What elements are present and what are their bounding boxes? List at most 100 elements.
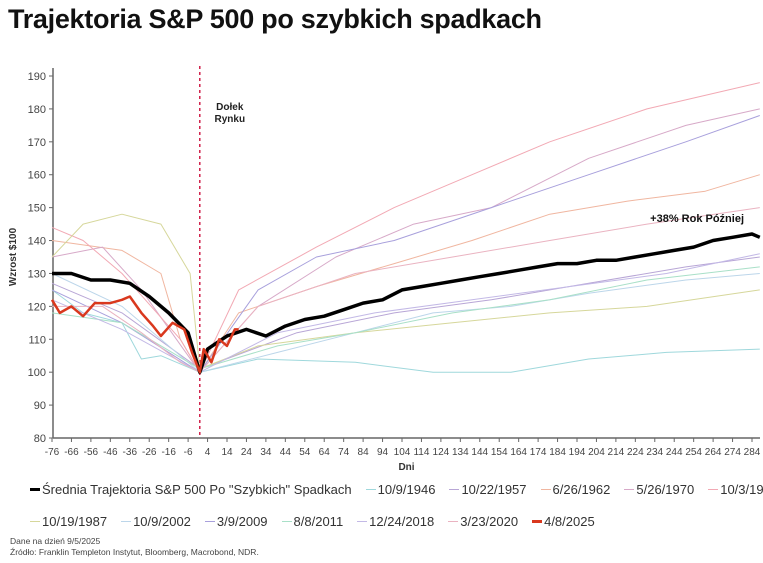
series-line-5-26-1970 [51, 108, 760, 373]
date-note: Dane na dzień 9/5/2025 [10, 536, 101, 546]
x-tick-label: 124 [433, 447, 450, 458]
legend-swatch [448, 520, 459, 523]
legend-swatch [708, 488, 719, 491]
x-tick-label: -16 [161, 447, 176, 458]
market-bottom-annotation: Rynku [214, 114, 245, 125]
legend-item: 4/8/2025 [532, 514, 595, 529]
y-tick-label: 80 [34, 433, 46, 445]
legend-label: 10/9/1946 [377, 482, 436, 497]
legend-label: 10/19/1987 [42, 514, 108, 529]
x-tick-label: 284 [744, 447, 761, 458]
x-tick-label: 14 [221, 447, 233, 458]
x-tick-label: 84 [358, 447, 370, 458]
x-tick-label: 34 [260, 447, 272, 458]
x-tick-label: -76 [45, 447, 60, 458]
series-line-10-9-2002 [51, 273, 760, 373]
legend-label: 10/22/1957 [461, 482, 527, 497]
legend-label: 5/26/1970 [636, 482, 695, 497]
x-tick-label: 114 [413, 447, 429, 458]
legend-item: 5/26/1970 [624, 482, 694, 497]
legend-label: 3/9/2009 [216, 514, 268, 529]
y-tick-label: 150 [28, 203, 46, 215]
legend-swatch [624, 488, 635, 491]
x-tick-label: 154 [491, 447, 508, 458]
legend-item: 10/9/1946 [365, 482, 436, 497]
series-line-3-23-2020 [52, 207, 760, 373]
x-tick-label: 184 [549, 447, 566, 458]
series-line-10-3-1974 [51, 82, 760, 373]
x-tick-label: 234 [646, 447, 663, 458]
legend-label: 8/8/2011 [293, 514, 344, 529]
legend-item: 12/24/2018 [357, 514, 434, 529]
x-tick-label: -66 [64, 447, 79, 458]
x-tick-label: 94 [377, 447, 389, 458]
legend-item: 10/9/2002 [121, 514, 191, 529]
x-tick-label: 64 [319, 447, 331, 458]
series-line-4-8-2025 [50, 295, 239, 374]
y-tick-label: 130 [28, 268, 46, 280]
legend-item: 10/3/1974 [708, 482, 763, 497]
y-tick-label: 90 [34, 400, 46, 412]
x-tick-label: 244 [666, 447, 683, 458]
x-tick-label: 104 [394, 447, 411, 458]
x-tick-label: 44 [280, 447, 292, 458]
x-tick-label: 164 [510, 447, 527, 458]
legend-label: 10/9/2002 [133, 514, 191, 529]
x-tick-label: -56 [84, 447, 99, 458]
x-axis-label: Dni [398, 462, 414, 473]
y-tick-label: 180 [28, 104, 46, 116]
series-line-10-22-1957 [51, 256, 760, 370]
y-tick-label: 190 [28, 71, 46, 83]
legend-item: 3/9/2009 [204, 514, 268, 529]
legend-label: 3/23/2020 [460, 514, 519, 529]
legend-swatch [30, 520, 40, 523]
x-tick-label: 264 [705, 447, 722, 458]
x-tick-label: 224 [627, 447, 644, 458]
x-tick-label: 204 [588, 447, 605, 458]
legend-item: Średnia Trajektoria S&P 500 Po "Szybkich… [30, 482, 352, 497]
legend-swatch [532, 520, 543, 523]
legend-label: 6/26/1962 [552, 482, 611, 497]
x-tick-label: 214 [608, 447, 625, 458]
legend-swatch [365, 488, 376, 491]
legend-item: 8/8/2011 [281, 514, 344, 529]
x-tick-label: -6 [184, 447, 193, 458]
legend-swatch [30, 488, 40, 491]
series-line-12-24-2018 [51, 253, 760, 373]
market-bottom-annotation: Dołek [216, 102, 244, 113]
x-tick-label: 24 [241, 447, 253, 458]
legend-label: 10/3/1974 [720, 482, 763, 497]
legend-item: 6/26/1962 [540, 482, 611, 497]
x-tick-label: 4 [205, 447, 211, 458]
x-tick-label: -26 [142, 447, 157, 458]
legend-label: 4/8/2025 [544, 514, 595, 529]
y-tick-label: 100 [28, 367, 46, 379]
legend-swatch [357, 520, 368, 523]
legend-swatch [540, 488, 551, 491]
x-tick-label: 274 [724, 447, 741, 458]
legend-swatch [449, 488, 460, 491]
x-tick-label: 144 [471, 447, 488, 458]
y-axis-label: Wzrost $100 [8, 227, 19, 286]
legend-row-1: Średnia Trajektoria S&P 500 Po "Szybkich… [30, 482, 763, 497]
x-tick-label: 174 [530, 447, 547, 458]
legend-swatch [121, 520, 132, 523]
series-line--rednia-Trajektoria-S-P-500-Po-Szybkich-Spadkach [52, 232, 761, 374]
legend-swatch [281, 520, 292, 523]
page-title: Trajektoria S&P 500 po szybkich spadkach [8, 4, 542, 34]
x-tick-label: 254 [685, 447, 702, 458]
y-tick-label: 120 [28, 301, 46, 313]
legend-label: 12/24/2018 [369, 514, 435, 529]
legend-swatch [204, 520, 215, 523]
y-tick-label: 140 [28, 236, 46, 248]
legend-label: Średnia Trajektoria S&P 500 Po "Szybkich… [42, 482, 352, 497]
x-tick-label: 194 [569, 447, 586, 458]
y-tick-label: 160 [28, 170, 46, 182]
legend-item: 10/19/1987 [30, 514, 107, 529]
one-year-later-annotation: +38% Rok Później [650, 213, 744, 225]
x-tick-label: 134 [452, 447, 469, 458]
legend-item: 10/22/1957 [449, 482, 527, 497]
series-line-6-26-1962 [51, 174, 760, 373]
